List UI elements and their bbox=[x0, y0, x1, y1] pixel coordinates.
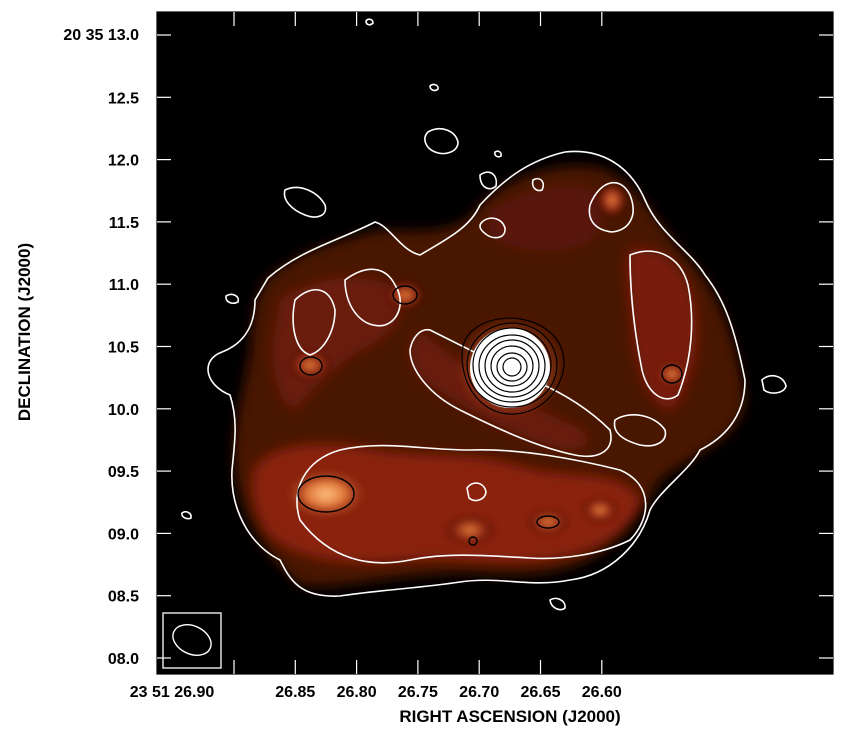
bright-knot-s bbox=[526, 508, 570, 536]
y-tick-label: 12.0 bbox=[108, 153, 139, 170]
y-tick-label: 12.5 bbox=[108, 90, 139, 107]
y-tick-top: 20 35 13.0 bbox=[63, 27, 139, 44]
x-tick-first: 23 51 26.90 bbox=[130, 684, 215, 701]
tick-marks bbox=[157, 12, 833, 674]
x-tick-label: 26.75 bbox=[398, 684, 438, 701]
y-tick-label: 08.0 bbox=[108, 651, 139, 668]
y-tick-label: 11.0 bbox=[109, 277, 139, 294]
emission-layer bbox=[162, 18, 787, 669]
y-tick-label: 11.5 bbox=[109, 215, 139, 232]
x-tick-label: 26.80 bbox=[337, 684, 377, 701]
y-tick-label: 09.5 bbox=[108, 464, 139, 481]
bright-knot-s2 bbox=[444, 514, 496, 546]
x-tick-label: 26.60 bbox=[582, 684, 622, 701]
bright-knot-n bbox=[385, 280, 425, 310]
bright-knot-w bbox=[288, 349, 332, 381]
bright-knot-ne bbox=[596, 182, 628, 218]
central-source-contours bbox=[461, 317, 565, 415]
low-contours bbox=[181, 18, 787, 611]
bright-knot-se bbox=[580, 496, 620, 524]
y-tick-label: 08.5 bbox=[108, 589, 139, 606]
x-tick-label: 26.70 bbox=[459, 684, 499, 701]
y-axis-title: DECLINATION (J2000) bbox=[15, 243, 34, 421]
x-axis-title: RIGHT ASCENSION (J2000) bbox=[399, 707, 620, 726]
x-axis-tick-labels: 23 51 26.90 26.85 26.80 26.75 26.70 26.65 26.… bbox=[130, 684, 622, 701]
bright-knot-sw bbox=[284, 468, 368, 520]
x-tick-label: 26.85 bbox=[275, 684, 315, 701]
beam-marker bbox=[162, 612, 222, 669]
y-tick-label: 10.5 bbox=[108, 340, 139, 357]
high-contours bbox=[297, 285, 683, 546]
bright-knot-e bbox=[654, 360, 690, 388]
y-tick-label: 10.0 bbox=[108, 402, 139, 419]
y-axis-tick-labels: 20 35 13.0 12.5 12.0 11.5 11.0 10.5 10.0 09.5 0… bbox=[63, 27, 139, 668]
y-tick-label: 09.0 bbox=[108, 526, 139, 543]
x-tick-label: 26.65 bbox=[520, 684, 560, 701]
